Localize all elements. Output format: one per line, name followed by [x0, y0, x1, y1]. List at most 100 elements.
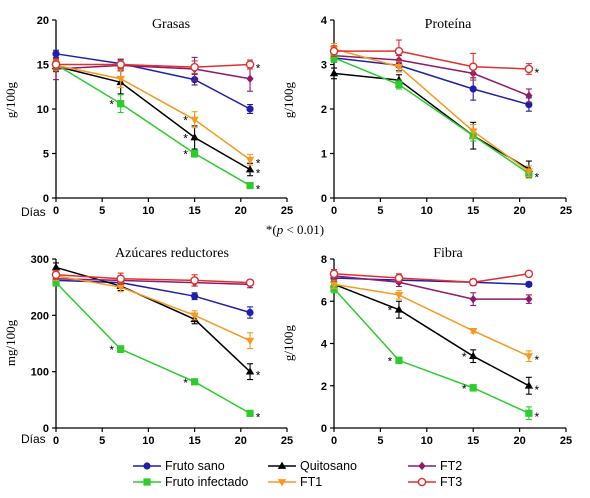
- y-tick-label: 2: [321, 381, 327, 393]
- significance-star: *: [462, 350, 467, 364]
- data-point: [190, 62, 199, 72]
- data-point: [524, 269, 534, 279]
- series-fruto-sano: [330, 52, 533, 112]
- series-line: [333, 72, 530, 170]
- series-ft1: *: [329, 279, 540, 367]
- data-point: [190, 276, 199, 285]
- x-tick-label: 0: [331, 205, 337, 217]
- data-point: [245, 367, 255, 375]
- series-ft3: *: [329, 39, 540, 81]
- series-fruto-sano: [52, 49, 254, 114]
- legend-item: FT3: [408, 475, 462, 489]
- chart-panel-3: 0 100 200 300 0 5 10 15 20 25 Azúcares reductores m…: [3, 246, 293, 447]
- y-tick-label: 0: [43, 423, 49, 435]
- series-quitosano: **: [51, 60, 261, 181]
- legend-swatch: [268, 479, 296, 487]
- x-tick-label: 5: [377, 205, 383, 217]
- series-line: [333, 288, 530, 414]
- data-point: [469, 327, 478, 336]
- data-point: [191, 378, 199, 386]
- series-line: [55, 282, 251, 415]
- x-tick-label: 20: [235, 435, 247, 447]
- legend-item: FT1: [268, 475, 322, 489]
- y-tick-label: 15: [37, 60, 49, 72]
- series-ft3: [329, 269, 534, 287]
- legend-label: FT3: [440, 475, 463, 489]
- legend-swatch: [133, 478, 161, 486]
- data-point: [52, 50, 60, 58]
- series-ft1: **: [51, 59, 261, 171]
- significance-star: *: [183, 114, 188, 128]
- y-tick-label: 5: [43, 149, 49, 161]
- x-tick-label: 15: [467, 435, 479, 447]
- data-point: [51, 270, 61, 280]
- legend-marker: [143, 462, 151, 470]
- data-point: [51, 60, 61, 69]
- data-point: [191, 292, 199, 300]
- data-point: [116, 60, 125, 69]
- series-fruto-infectado: ***: [52, 59, 261, 197]
- legend-label: Quitosano: [300, 459, 357, 473]
- data-point: [329, 269, 339, 279]
- data-point: [394, 46, 404, 56]
- significance-star: *: [256, 62, 261, 76]
- y-tick-label: 3: [321, 60, 327, 72]
- x-tick-label: 25: [281, 205, 293, 217]
- legend: Fruto sano Quitosano FT2 Fruto infectado FT1…: [0, 455, 590, 498]
- significance-star: *: [256, 369, 261, 383]
- data-point: [525, 91, 533, 100]
- y-axis-label: mg/100g: [3, 319, 18, 366]
- significance-star: *: [256, 410, 261, 424]
- significance-note: *(p < 0.01): [265, 222, 325, 237]
- chart-panel-2: 0 1 2 3 4 0 5 10 15 20 25 Proteína g/100g * *: [281, 15, 572, 217]
- y-axis-label: g/100g: [281, 81, 296, 118]
- data-point: [525, 409, 533, 417]
- data-point: [524, 168, 534, 176]
- x-tick-label: 10: [421, 435, 433, 447]
- series-quitosano: * * *: [329, 279, 540, 397]
- series-line: [333, 283, 530, 387]
- legend-marker: [277, 479, 287, 487]
- data-point: [394, 63, 404, 72]
- y-tick-label: 0: [43, 193, 49, 205]
- y-tick-label: 300: [31, 254, 49, 266]
- data-point: [117, 345, 125, 353]
- series-line: [55, 277, 251, 286]
- data-point: [245, 165, 255, 173]
- data-point: [524, 353, 534, 361]
- x-axis-label: Días: [21, 432, 46, 446]
- legend-label: Fruto infectado: [165, 475, 249, 489]
- legend-marker: [277, 461, 287, 469]
- y-tick-label: 0: [321, 193, 327, 205]
- data-point: [329, 69, 339, 77]
- y-tick-label: 0: [321, 423, 327, 435]
- x-tick-label: 20: [513, 435, 525, 447]
- data-point: [245, 156, 255, 165]
- chart-panel-4: 0 2 4 6 8 0 5 10 15 20 25 Fibra g/100g * * * * * * *: [281, 246, 572, 447]
- x-tick-label: 25: [560, 205, 572, 217]
- data-point: [246, 308, 254, 317]
- significance-star: *: [535, 171, 540, 185]
- chart-title: Grasas: [152, 17, 190, 32]
- x-tick-label: 25: [281, 435, 293, 447]
- significance-star: *: [535, 410, 540, 424]
- series-ft1: [329, 43, 534, 178]
- x-tick-label: 5: [99, 435, 105, 447]
- significance-star: *: [256, 183, 261, 197]
- series-line: [55, 63, 251, 187]
- legend-marker: [417, 477, 427, 487]
- data-point: [469, 351, 478, 360]
- data-point: [52, 279, 60, 287]
- significance-star: *: [183, 131, 188, 145]
- y-axis-label: g/100g: [281, 324, 296, 361]
- data-point: [469, 128, 478, 136]
- legend-label: FT1: [300, 475, 323, 489]
- series-line: [55, 275, 251, 342]
- data-point: [245, 60, 255, 69]
- x-tick-label: 5: [377, 435, 383, 447]
- series-ft2: [52, 56, 254, 92]
- x-tick-label: 5: [99, 205, 105, 217]
- series-line: [333, 48, 530, 172]
- significance-star: *: [256, 157, 261, 171]
